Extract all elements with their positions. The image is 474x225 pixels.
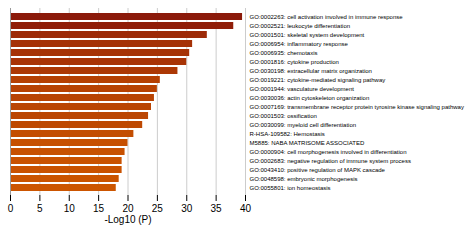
svg-text:10: 10 <box>64 203 76 214</box>
svg-text:GO:0001816: cytokine productio: GO:0001816: cytokine production <box>250 59 339 65</box>
svg-text:R-HSA-109582: Hemostasis: R-HSA-109582: Hemostasis <box>250 131 325 137</box>
svg-text:30: 30 <box>181 203 193 214</box>
svg-text:20: 20 <box>122 203 134 214</box>
svg-text:GO:0002683: negative regulatio: GO:0002683: negative regulation of immun… <box>250 158 411 164</box>
svg-text:GO:0019221: cytokine-mediated: GO:0019221: cytokine-mediated signaling … <box>250 77 386 83</box>
svg-text:GO:0006935: chemotaxis: GO:0006935: chemotaxis <box>250 50 318 56</box>
svg-text:GO:0006954: inflammatory respo: GO:0006954: inflammatory response <box>250 41 349 47</box>
svg-text:GO:0001944: vasculature develo: GO:0001944: vasculature development <box>250 86 355 92</box>
svg-text:GO:0048598: embryonic morphoge: GO:0048598: embryonic morphogenesis <box>250 176 358 182</box>
svg-text:40: 40 <box>240 203 252 214</box>
svg-text:GO:0055801: ion homeostasis: GO:0055801: ion homeostasis <box>250 185 331 191</box>
svg-text:GO:0002521: leukocyte differen: GO:0002521: leukocyte differentiation <box>250 23 351 29</box>
svg-text:35: 35 <box>211 203 223 214</box>
svg-text:25: 25 <box>152 203 164 214</box>
svg-text:15: 15 <box>93 203 105 214</box>
svg-text:GO:0030099: myeloid cell diffe: GO:0030099: myeloid cell differentiation <box>250 122 357 128</box>
svg-text:GO:0002263: cell activation in: GO:0002263: cell activation involved in … <box>250 14 404 20</box>
svg-text:GO:0001501: skeletal system de: GO:0001501: skeletal system development <box>250 32 365 38</box>
svg-text:M5885: NABA MATRISOME ASSOCIAT: M5885: NABA MATRISOME ASSOCIATED <box>250 140 365 146</box>
svg-text:-Log10 (P): -Log10 (P) <box>104 214 151 225</box>
svg-text:GO:0030198: extracellular matr: GO:0030198: extracellular matrix organiz… <box>250 68 372 74</box>
svg-text:GO:0007169: transmembrane rece: GO:0007169: transmembrane receptor prote… <box>250 104 464 110</box>
svg-text:GO:0043410: positive regulatio: GO:0043410: positive regulation of MAPK … <box>250 167 386 173</box>
svg-text:GO:0001503: ossification: GO:0001503: ossification <box>250 113 317 119</box>
svg-text:0: 0 <box>8 203 14 214</box>
svg-text:GO:0000904: cell morphogenesis: GO:0000904: cell morphogenesis involved … <box>250 149 407 155</box>
svg-text:5: 5 <box>37 203 43 214</box>
svg-text:GO:0030036: actin cytoskeleton: GO:0030036: actin cytoskeleton organizat… <box>250 95 370 101</box>
